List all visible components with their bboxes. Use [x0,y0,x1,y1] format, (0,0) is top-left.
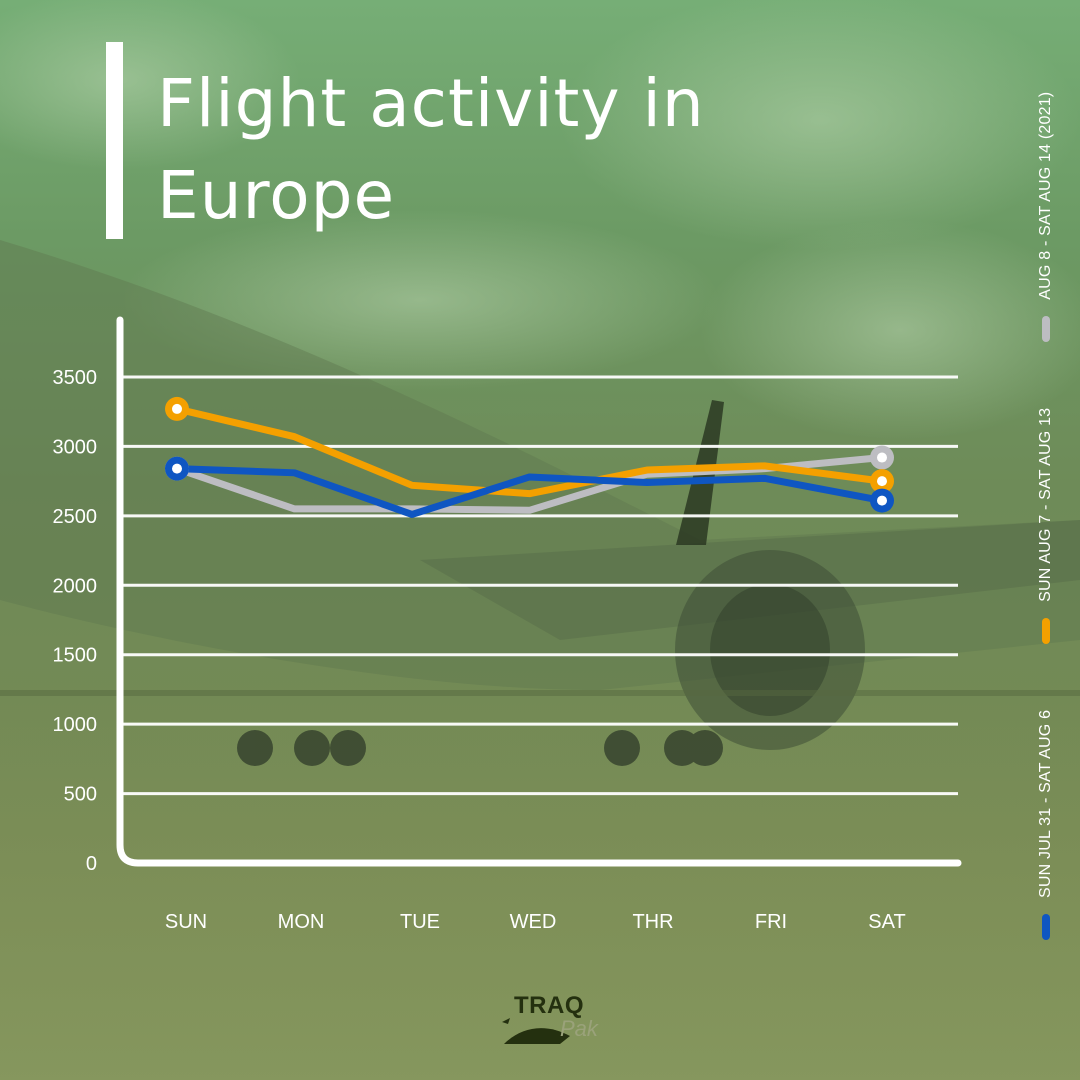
y-tick-label: 1500 [53,645,98,667]
series-lines [173,405,886,518]
logo-text-traq: TRAQ [514,992,584,1019]
legend-item-2021: AUG 8 - SAT AUG 14 (2021) [1037,92,1055,342]
series-markers [165,396,894,513]
y-tick-label: 2500 [53,506,98,528]
x-tick-label: FRI [755,911,787,933]
legend-item-jul31-aug6: SUN JUL 31 - SAT AUG 6 [1037,710,1055,940]
data-point-marker-center [877,495,887,506]
data-point-marker-center [877,476,887,487]
x-tick-label: WED [510,911,557,933]
legend-label: AUG 8 - SAT AUG 14 (2021) [1037,91,1054,300]
series-line [173,405,886,498]
legend-swatch-orange [1042,617,1050,644]
logo-wing-icon [502,1018,570,1044]
x-tick-label: THR [632,911,673,933]
x-tick-label: SUN [165,911,207,933]
data-point-marker-center [172,463,182,474]
y-tick-label: 3000 [53,436,98,458]
y-tick-label: 1000 [53,714,98,736]
y-tick-label: 0 [86,853,97,875]
chart-axis [116,316,962,867]
legend-label: SUN JUL 31 - SAT AUG 6 [1037,709,1054,898]
data-point-marker-center [877,452,887,463]
legend-swatch-blue [1042,914,1050,940]
x-tick-label: MON [278,911,325,933]
gridlines [120,375,958,796]
legend: SUN JUL 31 - SAT AUG 6 SUN AUG 7 - SAT A… [1028,60,1064,940]
series-line [173,465,886,518]
legend-label: SUN AUG 7 - SAT AUG 13 [1037,407,1054,602]
x-axis-ticks: SUN MON TUE WED THR FRI SAT [165,911,906,933]
traqpak-logo: TRAQ Pak [500,992,616,1050]
legend-item-aug7-aug13: SUN AUG 7 - SAT AUG 13 [1037,408,1055,644]
y-tick-label: 2000 [53,575,98,597]
logo-text-pak: Pak [560,1016,598,1041]
x-tick-label: TUE [400,911,440,933]
y-axis-ticks: 0 500 1000 1500 2000 2500 3000 3500 [53,367,98,875]
title-accent-bar [106,42,123,239]
data-point-marker-center [172,403,182,414]
chart-title: Flight activity in Europe [157,65,705,234]
y-tick-label: 3500 [53,367,98,389]
y-tick-label: 500 [64,784,97,806]
x-tick-label: SAT [868,911,905,933]
legend-swatch-grey [1042,315,1050,342]
